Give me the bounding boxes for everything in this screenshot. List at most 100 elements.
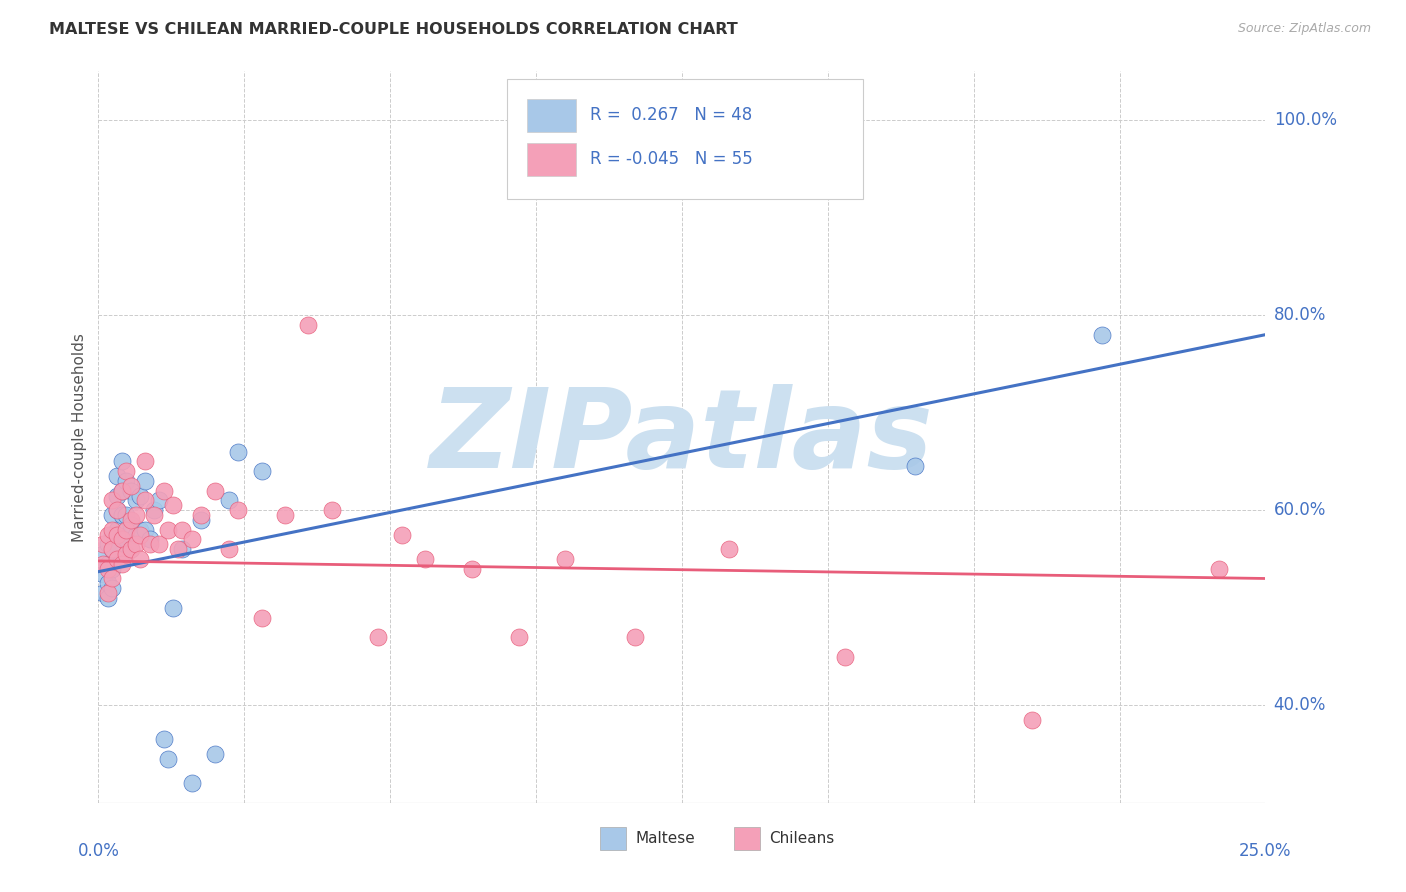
Point [624, 630, 647, 644]
Point [115, 474, 138, 488]
Point [115, 533, 138, 547]
Point [904, 459, 927, 474]
Point [97, 537, 120, 551]
Point [101, 562, 124, 576]
Point [129, 527, 152, 541]
Point [162, 499, 184, 513]
Point [1021, 713, 1043, 727]
Point [120, 542, 142, 557]
Point [120, 513, 142, 527]
Text: ZIPatlas: ZIPatlas [430, 384, 934, 491]
Point [105, 469, 128, 483]
Point [134, 523, 156, 537]
Point [152, 483, 174, 498]
Point [297, 318, 319, 332]
Bar [600, 827, 626, 850]
Point [105, 489, 128, 503]
Point [91, 557, 114, 571]
Point [228, 444, 250, 458]
Point [120, 517, 142, 532]
Point [508, 630, 530, 644]
Point [105, 523, 128, 537]
Point [129, 552, 152, 566]
Text: R =  0.267   N = 48: R = 0.267 N = 48 [589, 106, 752, 124]
Point [101, 527, 124, 541]
Point [101, 581, 124, 595]
Point [717, 542, 740, 557]
Point [321, 503, 343, 517]
Point [139, 537, 162, 551]
Point [105, 503, 128, 517]
Point [91, 547, 114, 561]
Point [162, 600, 184, 615]
Point [250, 610, 273, 624]
Text: Chileans: Chileans [769, 831, 835, 847]
Point [97, 527, 120, 541]
Point [91, 586, 114, 600]
Point [218, 493, 240, 508]
Point [134, 493, 156, 508]
Point [97, 557, 120, 571]
Point [115, 523, 138, 537]
Point [391, 527, 413, 541]
Point [143, 508, 166, 522]
Point [120, 542, 142, 557]
Point [115, 508, 138, 522]
Point [134, 474, 156, 488]
Point [101, 523, 124, 537]
Point [190, 508, 212, 522]
Point [461, 562, 484, 576]
Point [1091, 327, 1114, 342]
Bar [527, 143, 575, 176]
Point [250, 464, 273, 478]
Point [172, 523, 194, 537]
Point [172, 542, 194, 557]
Text: Maltese: Maltese [636, 831, 695, 847]
Point [367, 630, 389, 644]
Point [413, 552, 436, 566]
Point [111, 483, 134, 498]
Text: 40.0%: 40.0% [1274, 697, 1326, 714]
Y-axis label: Married-couple Households: Married-couple Households [72, 333, 87, 541]
Point [157, 752, 180, 766]
Point [101, 542, 124, 557]
Point [143, 503, 166, 517]
Point [190, 513, 212, 527]
FancyBboxPatch shape [508, 78, 863, 200]
Point [115, 547, 138, 561]
Point [105, 503, 128, 517]
Point [125, 508, 148, 522]
Point [101, 542, 124, 557]
Point [834, 649, 856, 664]
Point [218, 542, 240, 557]
Text: 60.0%: 60.0% [1274, 501, 1326, 519]
Point [111, 533, 134, 547]
Point [129, 523, 152, 537]
Point [180, 776, 202, 790]
Point [111, 454, 134, 468]
Point [101, 508, 124, 522]
Point [91, 566, 114, 581]
Point [111, 552, 134, 566]
Point [204, 483, 226, 498]
Bar [734, 827, 761, 850]
Point [111, 533, 134, 547]
Bar [527, 99, 575, 132]
Text: Source: ZipAtlas.com: Source: ZipAtlas.com [1237, 22, 1371, 36]
Point [129, 489, 152, 503]
Text: 0.0%: 0.0% [77, 842, 120, 860]
Point [180, 533, 202, 547]
Point [125, 493, 148, 508]
Point [111, 508, 134, 522]
Point [148, 493, 170, 508]
Point [105, 552, 128, 566]
Point [97, 576, 120, 591]
Point [111, 483, 134, 498]
Point [139, 533, 162, 547]
Point [228, 503, 250, 517]
Point [105, 527, 128, 541]
Point [115, 464, 138, 478]
Point [101, 572, 124, 586]
Point [120, 479, 142, 493]
Text: 100.0%: 100.0% [1274, 112, 1337, 129]
